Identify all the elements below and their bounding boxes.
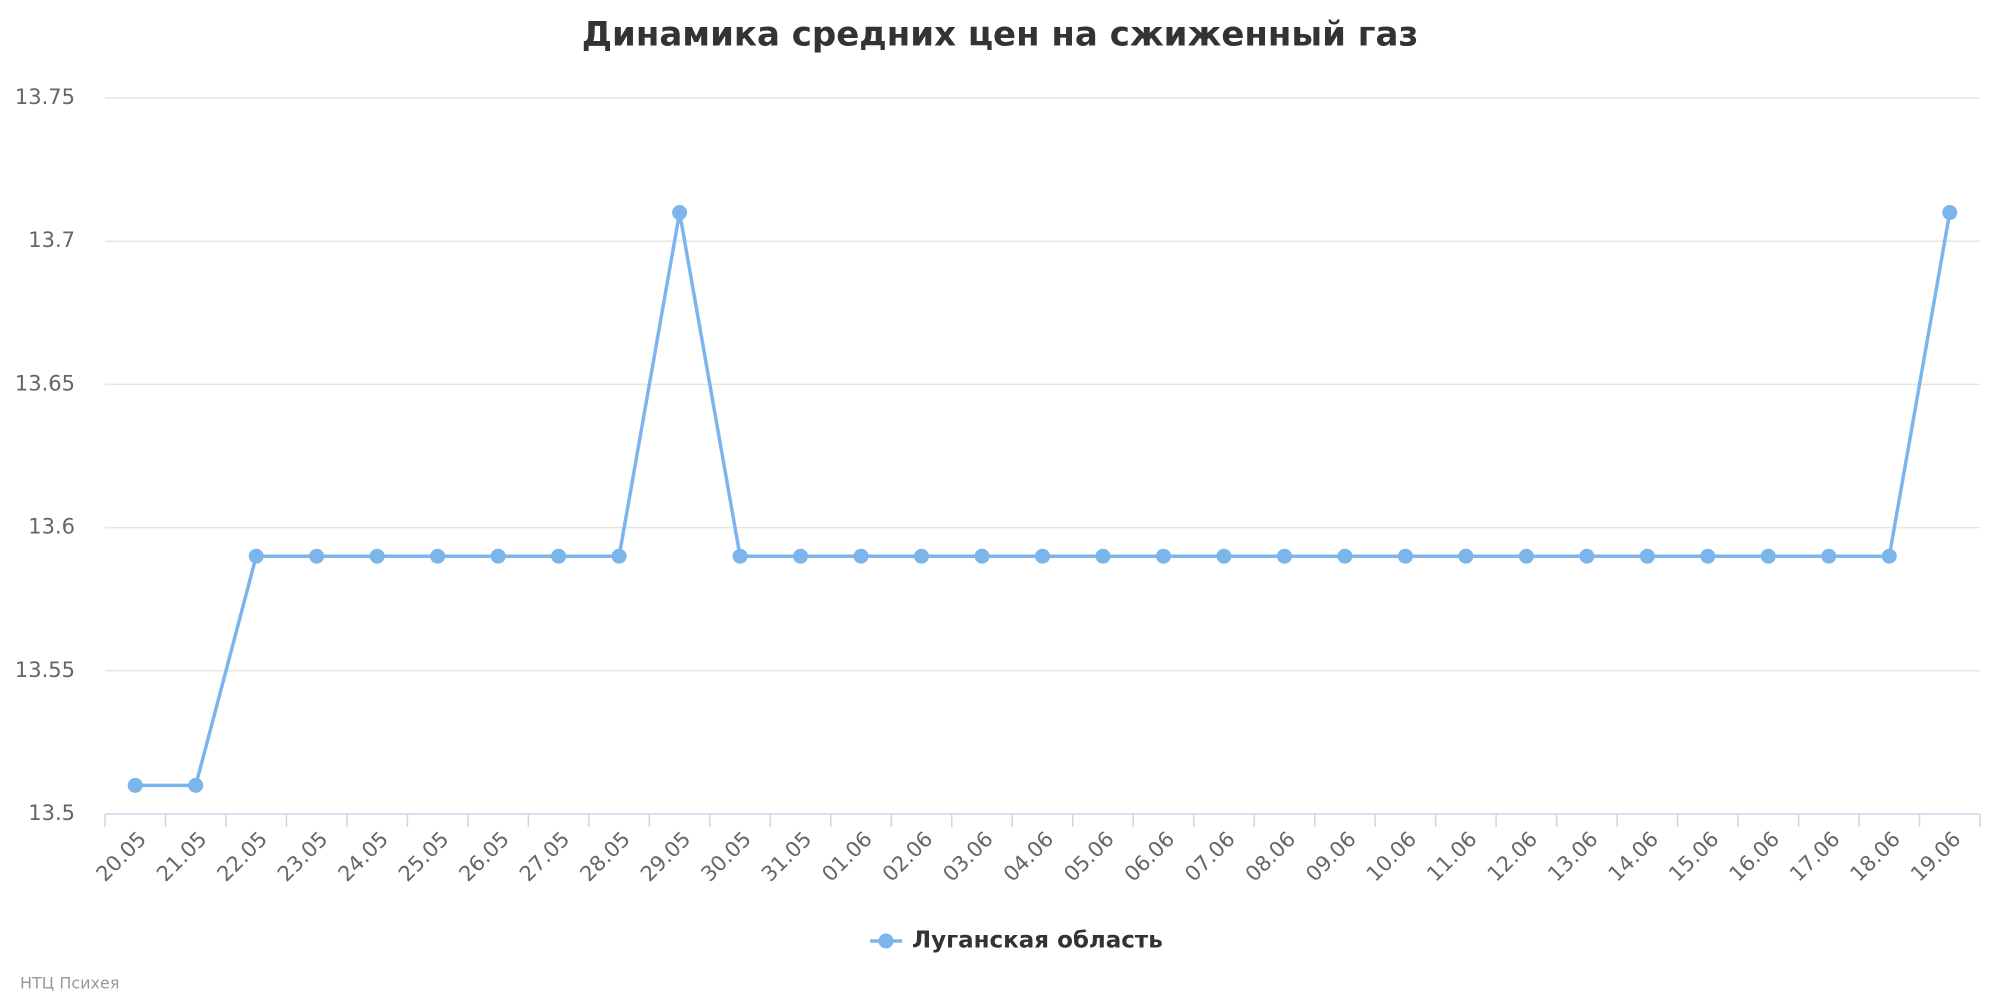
data-point — [248, 548, 264, 564]
y-tick-label: 13.7 — [28, 228, 75, 252]
data-point — [1337, 548, 1353, 564]
legend-label: Луганская область — [912, 928, 1163, 954]
y-tick-label: 13.55 — [15, 658, 75, 682]
data-point — [974, 548, 990, 564]
y-tick-label: 13.65 — [15, 371, 75, 395]
data-point — [1216, 548, 1232, 564]
data-point — [551, 548, 567, 564]
data-point — [490, 548, 506, 564]
data-point — [430, 548, 446, 564]
data-point — [672, 205, 688, 221]
chart-title: Динамика средних цен на сжиженный газ — [582, 15, 1419, 55]
data-point — [1579, 548, 1595, 564]
legend-marker — [878, 933, 894, 949]
data-point — [1518, 548, 1534, 564]
data-point — [1458, 548, 1474, 564]
y-tick-label: 13.5 — [28, 801, 75, 825]
data-point — [309, 548, 325, 564]
data-point — [1095, 548, 1111, 564]
data-point — [1942, 205, 1958, 221]
data-point — [1397, 548, 1413, 564]
data-point — [793, 548, 809, 564]
data-point — [1276, 548, 1292, 564]
data-point — [1881, 548, 1897, 564]
data-point — [1035, 548, 1050, 564]
data-point — [853, 548, 869, 564]
data-point — [1821, 548, 1837, 564]
data-point — [1639, 548, 1655, 564]
y-tick-label: 13.6 — [28, 515, 75, 539]
y-tick-label: 13.75 — [15, 85, 75, 109]
credits: НТЦ Психея — [20, 974, 119, 993]
data-point — [127, 777, 143, 793]
data-point — [188, 777, 204, 793]
data-point — [1760, 548, 1776, 564]
data-point — [914, 548, 930, 564]
data-point — [732, 548, 748, 564]
data-point — [369, 548, 385, 564]
data-point — [1700, 548, 1716, 564]
data-point — [611, 548, 627, 564]
data-point — [1155, 548, 1171, 564]
